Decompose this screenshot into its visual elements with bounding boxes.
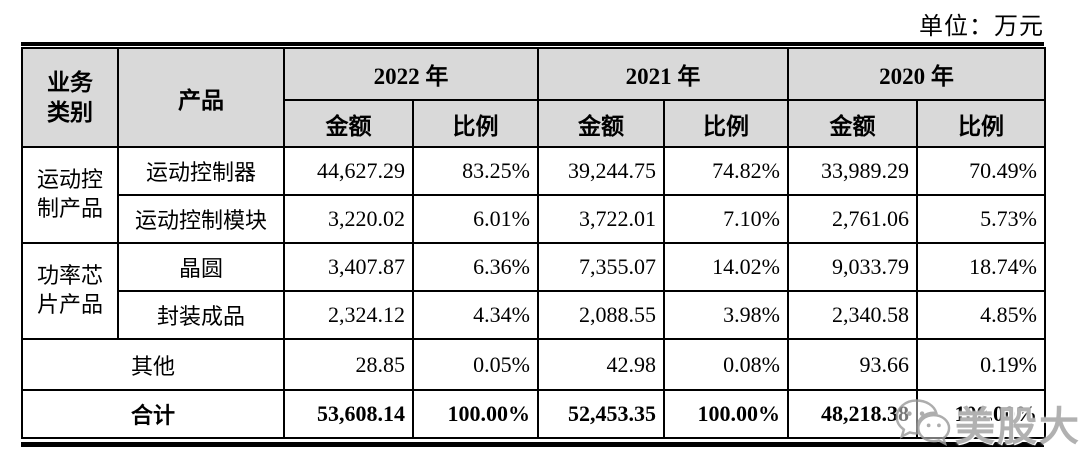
amount-2020-cell: 33,989.29 bbox=[787, 146, 918, 196]
ratio-2020-cell: 70.49% bbox=[916, 146, 1046, 196]
header-row-years: 业务 类别 产品 2022 年 2021 年 2020 年 bbox=[21, 47, 1046, 148]
amount-2020-cell: 2,340.58 bbox=[787, 290, 918, 340]
ratio-2022-cell: 4.34% bbox=[412, 290, 539, 340]
header-year-2020: 2020 年 bbox=[787, 47, 1046, 101]
ratio-2021-cell: 100.00% bbox=[663, 389, 789, 439]
table-bottom-rule bbox=[21, 442, 1044, 447]
amount-2022-cell: 44,627.29 bbox=[283, 146, 414, 196]
header-year-2022: 2022 年 bbox=[283, 47, 539, 101]
amount-2021-cell: 7,355.07 bbox=[537, 242, 665, 292]
revenue-by-product-table: 业务 类别 产品 2022 年 2021 年 2020 年 金额 比例 金额 比… bbox=[21, 47, 1046, 439]
ratio-2020-cell: 5.73% bbox=[916, 194, 1046, 244]
ratio-2022-cell: 100.00% bbox=[412, 389, 539, 439]
amount-2020-cell: 93.66 bbox=[787, 338, 918, 391]
table-row-packaged-product: 封装成品 2,324.12 4.34% 2,088.55 3.98% 2,340… bbox=[22, 290, 1046, 340]
header-ratio-2021: 比例 bbox=[663, 99, 789, 148]
amount-2022-cell: 53,608.14 bbox=[283, 389, 414, 439]
header-amount-2022: 金额 bbox=[283, 99, 414, 148]
amount-2020-cell: 48,218.38 bbox=[787, 389, 918, 439]
ratio-2022-cell: 6.01% bbox=[412, 194, 539, 244]
ratio-2021-cell: 74.82% bbox=[663, 146, 789, 196]
amount-2020-cell: 9,033.79 bbox=[787, 242, 918, 292]
product-cell: 运动控制器 bbox=[117, 146, 285, 196]
other-label-cell: 其他 bbox=[21, 338, 285, 391]
header-row-measures: 金额 比例 金额 比例 金额 比例 bbox=[22, 99, 1046, 148]
header-product: 产品 bbox=[117, 47, 285, 148]
header-amount-2020: 金额 bbox=[787, 99, 918, 148]
table-row-other: 其他 28.85 0.05% 42.98 0.08% 93.66 0.19% bbox=[21, 338, 1046, 391]
amount-2021-cell: 2,088.55 bbox=[537, 290, 665, 340]
header-ratio-2022: 比例 bbox=[412, 99, 539, 148]
amount-2020-cell: 2,761.06 bbox=[787, 194, 918, 244]
amount-2022-cell: 2,324.12 bbox=[283, 290, 414, 340]
table-row-motion-control-module: 运动控制模块 3,220.02 6.01% 3,722.01 7.10% 2,7… bbox=[22, 194, 1046, 244]
ratio-2021-cell: 7.10% bbox=[663, 194, 789, 244]
table-row-wafer: 功率芯 片产品 晶圆 3,407.87 6.36% 7,355.07 14.02… bbox=[21, 242, 1046, 340]
header-amount-2021: 金额 bbox=[537, 99, 665, 148]
table-row-total: 合计 53,608.14 100.00% 52,453.35 100.00% 4… bbox=[21, 389, 1046, 439]
header-business-category: 业务 类别 bbox=[21, 47, 119, 148]
amount-2022-cell: 3,220.02 bbox=[283, 194, 414, 244]
ratio-2020-cell: 18.74% bbox=[916, 242, 1046, 292]
amount-2022-cell: 28.85 bbox=[283, 338, 414, 391]
product-cell: 运动控制模块 bbox=[117, 194, 285, 244]
ratio-2020-cell: 100.00% bbox=[916, 389, 1046, 439]
category-cell-power-chip: 功率芯 片产品 bbox=[21, 242, 119, 340]
ratio-2020-cell: 0.19% bbox=[916, 338, 1046, 391]
product-cell: 晶圆 bbox=[117, 242, 285, 292]
amount-2021-cell: 42.98 bbox=[537, 338, 665, 391]
unit-label: 单位：万元 bbox=[919, 14, 1044, 40]
table-row-motion-controller: 运动控 制产品 运动控制器 44,627.29 83.25% 39,244.75… bbox=[21, 146, 1046, 244]
amount-2021-cell: 39,244.75 bbox=[537, 146, 665, 196]
ratio-2022-cell: 0.05% bbox=[412, 338, 539, 391]
total-label-cell: 合计 bbox=[21, 389, 285, 439]
amount-2022-cell: 3,407.87 bbox=[283, 242, 414, 292]
header-year-2021: 2021 年 bbox=[537, 47, 789, 101]
ratio-2021-cell: 0.08% bbox=[663, 338, 789, 391]
ratio-2021-cell: 14.02% bbox=[663, 242, 789, 292]
revenue-table-block: 业务 类别 产品 2022 年 2021 年 2020 年 金额 比例 金额 比… bbox=[21, 42, 1046, 447]
amount-2021-cell: 3,722.01 bbox=[537, 194, 665, 244]
ratio-2020-cell: 4.85% bbox=[916, 290, 1046, 340]
header-ratio-2020: 比例 bbox=[916, 99, 1046, 148]
table-top-rule bbox=[21, 42, 1044, 46]
category-cell-motion-control: 运动控 制产品 bbox=[21, 146, 119, 244]
ratio-2021-cell: 3.98% bbox=[663, 290, 789, 340]
ratio-2022-cell: 6.36% bbox=[412, 242, 539, 292]
product-cell: 封装成品 bbox=[117, 290, 285, 340]
ratio-2022-cell: 83.25% bbox=[412, 146, 539, 196]
amount-2021-cell: 52,453.35 bbox=[537, 389, 665, 439]
